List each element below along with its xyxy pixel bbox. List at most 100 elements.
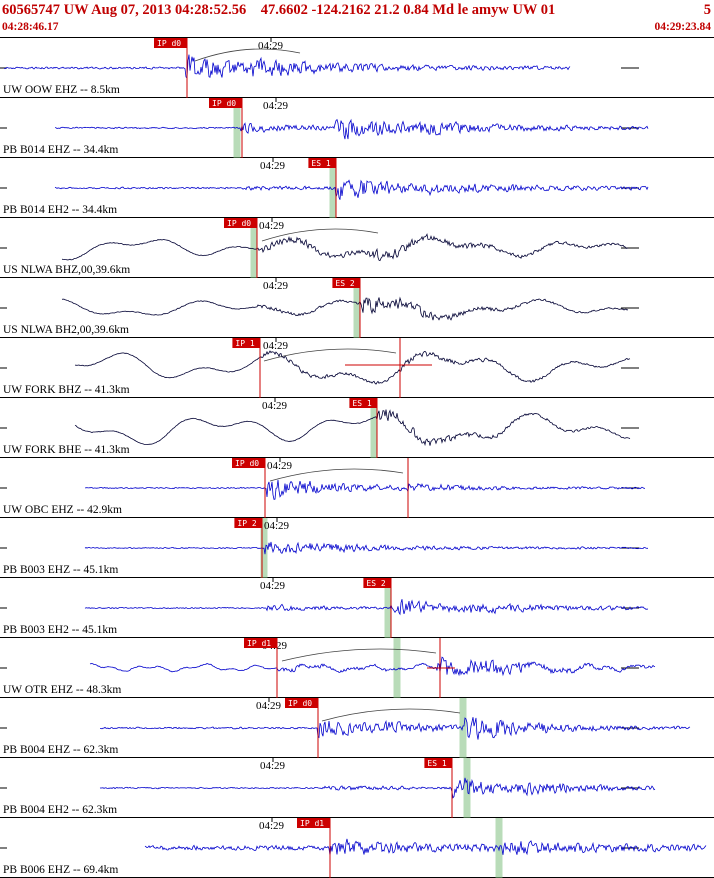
minute-label: 04:29 — [260, 760, 286, 772]
trace-row-14[interactable]: 04:29 IP d1 PB B006 EHZ -- 69.4km — [0, 818, 714, 878]
station-label: PB B004 EH2 -- 62.3km — [3, 804, 118, 816]
waveform — [61, 296, 629, 321]
pick-label: ES 2 — [366, 579, 385, 588]
trace-canvas: 04:29 IP d0 — [0, 98, 649, 158]
pick-flag[interactable] — [308, 158, 336, 168]
waveform — [100, 717, 691, 740]
trace-row-4[interactable]: 04:29 IP d0 US NLWA BHZ,00,39.6km — [0, 218, 714, 278]
station-label: UW FORK BHZ -- 41.3km — [3, 384, 130, 396]
waveform — [84, 479, 646, 500]
waveform — [74, 350, 631, 385]
waveform — [99, 777, 656, 799]
trace-row-5[interactable]: 04:29 ES 2 US NLWA BH2,00,39.6km — [0, 278, 714, 338]
minute-label: 04:29 — [260, 580, 286, 592]
trace-row-3[interactable]: 04:29 ES 1 PB B014 EH2 -- 34.4km — [0, 158, 714, 218]
association-curve — [261, 228, 379, 242]
minute-label: 04:29 — [263, 280, 289, 292]
association-curve — [194, 48, 301, 62]
s-window-highlight — [370, 398, 378, 458]
station-label: UW OBC EHZ -- 42.9km — [3, 504, 122, 516]
station-label: PB B004 EHZ -- 62.3km — [3, 744, 119, 756]
trace-canvas: 04:29 ES 2 — [0, 278, 639, 338]
pick-label: IP d0 — [157, 39, 181, 48]
s-window-highlight — [250, 218, 258, 278]
waveform — [54, 179, 649, 200]
pick-label: IP 2 — [237, 519, 256, 528]
pick-label: ES 2 — [335, 279, 354, 288]
station-label: UW OOW EHZ -- 8.5km — [3, 84, 120, 96]
pick-flag[interactable] — [209, 98, 242, 108]
station-label: PB B003 EH2 -- 45.1km — [3, 624, 118, 636]
pick-flag[interactable] — [363, 578, 391, 588]
trace-row-7[interactable]: 04:29 ES 1 UW FORK BHE -- 41.3km — [0, 398, 714, 458]
pick-label: ES 1 — [311, 159, 330, 168]
station-label: UW FORK BHE -- 41.3km — [3, 444, 130, 456]
station-label: PB B003 EHZ -- 45.1km — [3, 564, 119, 576]
trace-row-13[interactable]: 04:29 ES 1 PB B004 EH2 -- 62.3km — [0, 758, 714, 818]
station-label: US NLWA BHZ,00,39.6km — [3, 264, 131, 276]
pick-flag[interactable] — [424, 758, 452, 768]
minute-label: 04:29 — [260, 160, 286, 172]
pick-label: IP d0 — [212, 99, 236, 108]
minute-label: 04:29 — [259, 820, 285, 832]
trace-row-8[interactable]: 04:29 IP d0 UW OBC EHZ -- 42.9km — [0, 458, 714, 518]
pick-label: IP d1 — [300, 819, 324, 828]
association-curve — [281, 648, 437, 662]
minute-label: 04:29 — [256, 700, 282, 712]
pick-flag[interactable] — [349, 398, 377, 408]
waveform — [3, 54, 571, 79]
minute-label: 04:29 — [267, 460, 293, 472]
pick-flag[interactable] — [234, 518, 262, 528]
pick-flag[interactable] — [297, 818, 330, 828]
s-window-highlight — [393, 638, 401, 698]
trace-row-9[interactable]: 04:29 IP 2 PB B003 EHZ -- 45.1km — [0, 518, 714, 578]
association-curve — [269, 468, 404, 482]
association-curve — [321, 708, 461, 722]
s-window-highlight — [463, 758, 471, 818]
waveform — [84, 541, 648, 555]
trace-row-2[interactable]: 04:29 IP d0 PB B014 EHZ -- 34.4km — [0, 98, 714, 158]
pick-label: IP d0 — [235, 459, 259, 468]
pick-label: ES 1 — [352, 399, 371, 408]
window-time-row: 04:28:46.17 04:29:23.84 — [2, 20, 711, 35]
trace-canvas: 04:29 IP 1 — [0, 338, 639, 398]
pick-flag[interactable] — [232, 458, 265, 468]
event-summary: 60565747 UW Aug 07, 2013 04:28:52.56 47.… — [2, 2, 556, 18]
minute-label: 04:29 — [264, 520, 290, 532]
window-end-time: 04:29:23.84 — [654, 21, 711, 33]
s-window-highlight — [329, 158, 337, 218]
trace-canvas: 04:29 ES 1 — [0, 758, 656, 818]
pick-flag[interactable] — [244, 638, 277, 648]
trace-row-10[interactable]: 04:29 ES 2 PB B003 EH2 -- 45.1km — [0, 578, 714, 638]
station-label: PB B014 EH2 -- 34.4km — [3, 204, 118, 216]
pick-flag[interactable] — [285, 698, 318, 708]
waveform — [74, 409, 631, 447]
trace-row-12[interactable]: 04:29 IP d0 PB B004 EHZ -- 62.3km — [0, 698, 714, 758]
association-curve — [263, 348, 397, 362]
pick-label: IP d1 — [247, 639, 271, 648]
waveform — [144, 838, 707, 856]
minute-label: 04:29 — [259, 220, 285, 232]
minute-label: 04:29 — [263, 100, 289, 112]
pick-flag[interactable] — [224, 218, 257, 228]
trace-row-6[interactable]: 04:29 IP 1 UW FORK BHZ -- 41.3km — [0, 338, 714, 398]
minute-label: 04:29 — [262, 400, 288, 412]
pick-flag[interactable] — [332, 278, 360, 288]
waveform — [61, 233, 629, 262]
trace-row-1[interactable]: 04:29 IP d0 UW OOW EHZ -- 8.5km — [0, 38, 714, 98]
waveform — [89, 656, 656, 677]
station-label: PB B014 EHZ -- 34.4km — [3, 144, 119, 156]
trace-list: 04:29 IP d0 UW OOW EHZ -- 8.5km 04:29 IP d0 P… — [0, 38, 714, 878]
pick-flag[interactable] — [154, 38, 187, 48]
s-window-highlight — [459, 698, 467, 758]
station-label: UW OTR EHZ -- 48.3km — [3, 684, 122, 696]
trace-canvas: 04:29 ES 2 — [0, 578, 649, 638]
pick-label: ES 1 — [427, 759, 446, 768]
pick-flag[interactable] — [232, 338, 260, 348]
trace-canvas: 04:29 IP d0 — [0, 458, 646, 518]
